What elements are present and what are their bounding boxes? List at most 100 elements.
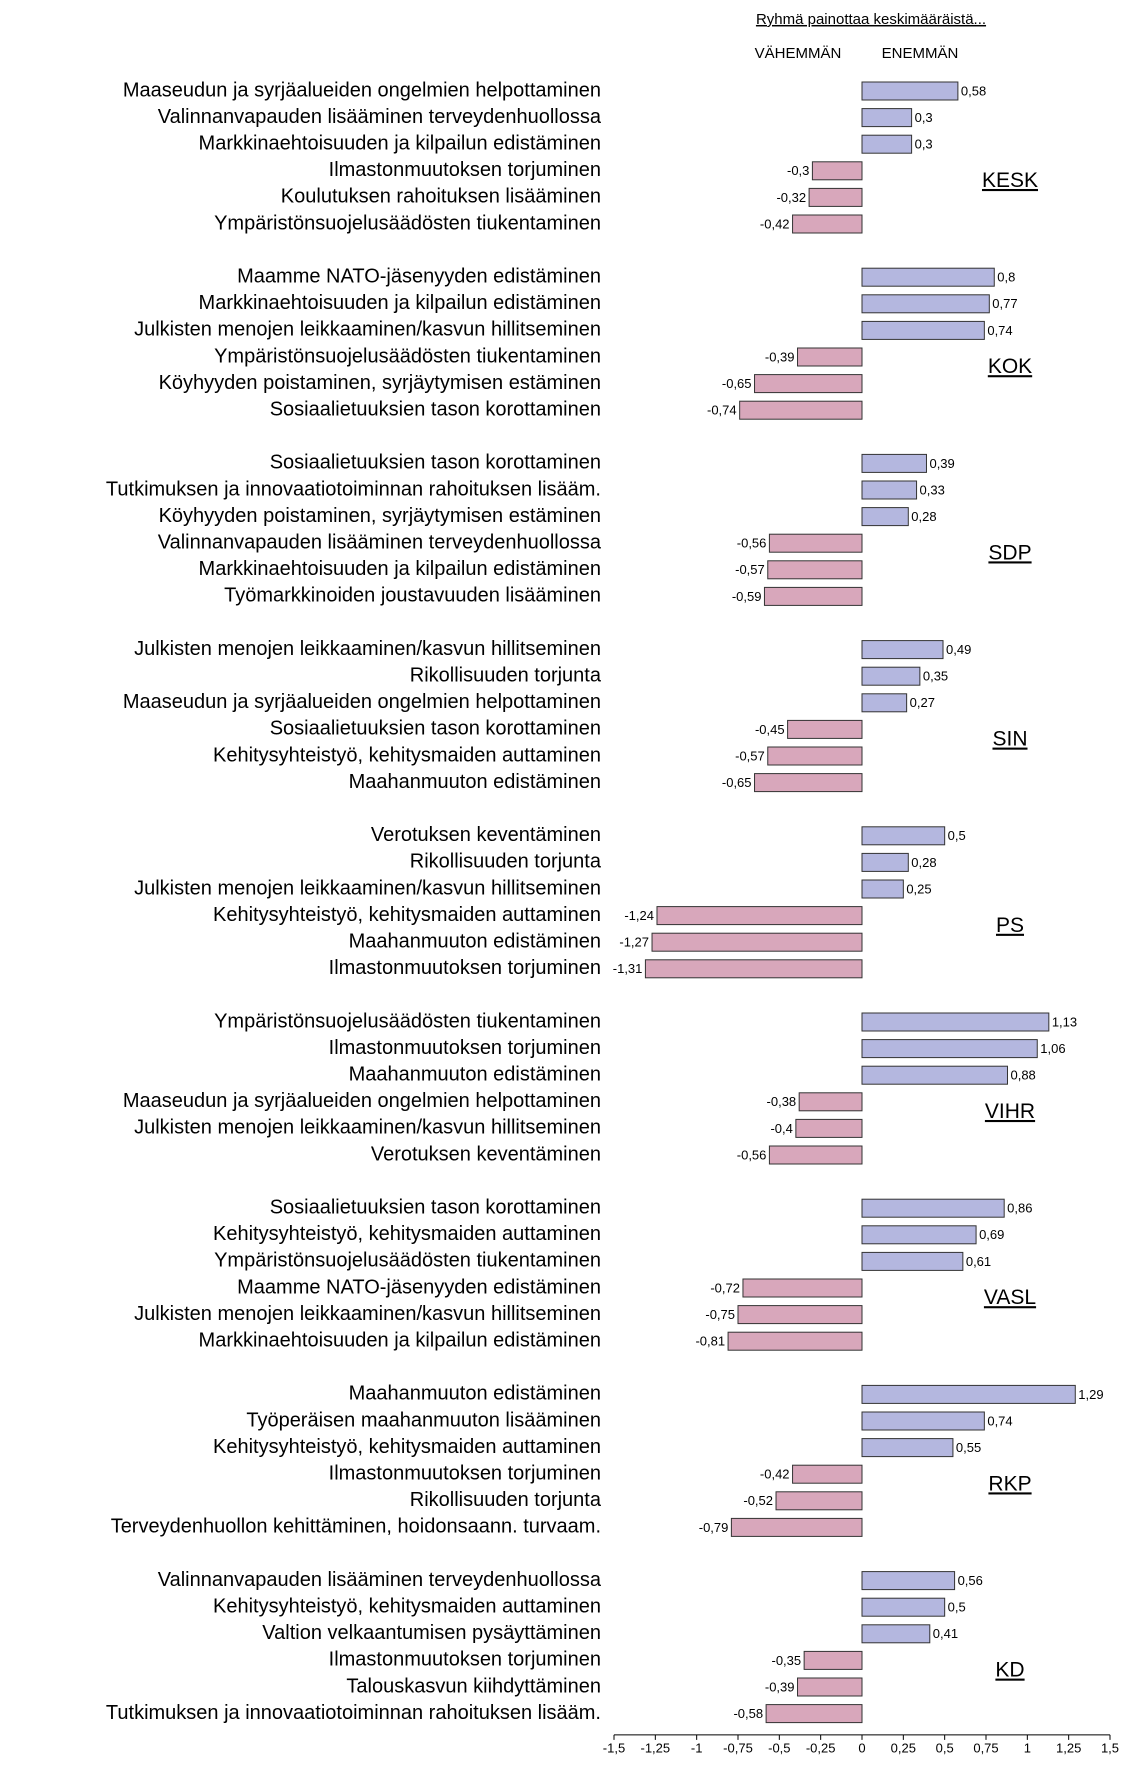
category-label: Valinnanvapauden lisääminen terveydenhuo… [158,106,602,128]
category-label: Maaseudun ja syrjäalueiden ongelmien hel… [123,691,601,713]
category-label: Köyhyyden poistaminen, syrjäytymisen est… [159,505,601,527]
bar [861,1039,1038,1059]
category-label: Rikollisuuden torjunta [410,1489,602,1511]
group-label: RKP [988,1472,1031,1495]
bar [795,1118,863,1138]
x-tick-label: 0,75 [973,1740,998,1755]
category-label: Markkinaehtoisuuden ja kilpailun edistäm… [199,558,601,580]
bar [768,533,863,553]
category-label: Köyhyyden poistaminen, syrjäytymisen est… [159,372,601,394]
category-label: Julkisten menojen leikkaaminen/kasvun hi… [134,319,601,341]
bar [861,1571,956,1591]
group-label: PS [996,914,1024,937]
value-label: 0,56 [958,1573,983,1588]
x-tick-label: -1 [691,1740,703,1755]
bar [861,1624,931,1644]
category-label: Terveydenhuollon kehittäminen, hoidonsaa… [111,1516,601,1538]
bar [861,81,959,101]
category-label: Talouskasvun kiihdyttäminen [346,1675,601,1697]
category-label: Maamme NATO-jäsenyyden edistäminen [237,1276,601,1298]
value-label: 0,49 [946,642,971,657]
bar [861,666,921,686]
value-label: 0,35 [923,669,948,684]
value-label: -0,65 [722,376,752,391]
value-label: -0,45 [755,722,785,737]
value-label: 0,5 [948,1600,966,1615]
category-label: Maamme NATO-jäsenyyden edistäminen [237,265,601,287]
bar [767,560,863,580]
category-label: Tutkimuksen ja innovaatiotoiminnan rahoi… [106,478,601,500]
category-label: Ilmastonmuutoksen torjuminen [329,1649,601,1671]
x-tick-label: 1,25 [1056,1740,1081,1755]
bar [861,1065,1008,1085]
value-label: -0,81 [695,1334,725,1349]
category-label: Verotuksen keventäminen [371,824,601,846]
value-label: -0,65 [722,775,752,790]
bar [811,161,863,181]
bar [787,719,863,739]
value-label: -0,52 [743,1493,773,1508]
value-label: 0,5 [948,828,966,843]
bar [727,1331,863,1351]
bar [861,1597,946,1617]
chart-title: Ryhmä painottaa keskimääräistä... [756,11,986,28]
bar [792,214,863,234]
bar [644,959,863,979]
value-label: 0,8 [997,270,1015,285]
category-label: Markkinaehtoisuuden ja kilpailun edistäm… [199,1329,601,1351]
value-label: 0,58 [961,83,986,98]
x-tick-label: 0 [858,1740,865,1755]
value-label: 0,3 [915,137,933,152]
x-tick-label: 1 [1024,1740,1031,1755]
value-label: 0,74 [987,323,1012,338]
bar [763,586,863,606]
category-label: Ympäristönsuojelusäädösten tiukentaminen [214,1010,601,1032]
x-tick-label: 0,5 [936,1740,954,1755]
category-label: Kehitysyhteistyö, kehitysmaiden auttamin… [213,1595,601,1617]
category-label: Työperäisen maahanmuuton lisääminen [246,1409,601,1431]
bar [861,507,909,527]
category-label: Ympäristönsuojelusäädösten tiukentaminen [214,1250,601,1272]
value-label: 0,77 [992,296,1017,311]
bar [803,1650,863,1670]
bar [775,1491,863,1511]
value-label: -0,72 [710,1280,740,1295]
value-label: -0,75 [705,1307,735,1322]
bar [861,108,913,128]
value-label: -0,79 [699,1520,729,1535]
value-label: -0,35 [771,1653,801,1668]
category-label: Kehitysyhteistyö, kehitysmaiden auttamin… [213,1436,601,1458]
bar [742,1278,863,1298]
value-label: 0,55 [956,1440,981,1455]
bar [861,294,990,314]
bar [754,773,863,793]
category-label: Sosiaalietuuksien tason korottaminen [270,398,601,420]
bar [792,1464,863,1484]
category-label: Kehitysyhteistyö, kehitysmaiden auttamin… [213,1223,601,1245]
value-label: -0,39 [765,1679,795,1694]
value-label: 0,3 [915,110,933,125]
bar [767,746,863,766]
group-label: SIN [992,728,1027,751]
bar [861,480,918,500]
bar [861,1411,985,1431]
bar [754,374,863,394]
bar [861,1251,964,1271]
value-label: -0,38 [767,1094,797,1109]
category-label: Julkisten menojen leikkaaminen/kasvun hi… [134,638,601,660]
value-label: -1,31 [613,961,643,976]
bar [651,932,863,952]
value-label: 1,06 [1040,1041,1065,1056]
bar [861,640,944,660]
bar [861,1438,954,1458]
category-label: Maaseudun ja syrjäalueiden ongelmien hel… [123,79,601,101]
value-label: -0,3 [787,163,809,178]
bar [861,453,927,473]
value-label: 0,86 [1007,1201,1032,1216]
group-label: KESK [982,169,1038,192]
category-label: Valinnanvapauden lisääminen terveydenhuo… [158,531,602,553]
group-label: VASL [984,1286,1036,1309]
value-label: 0,39 [929,456,954,471]
group-label: KD [995,1659,1024,1682]
category-label: Maahanmuuton edistäminen [349,930,601,952]
